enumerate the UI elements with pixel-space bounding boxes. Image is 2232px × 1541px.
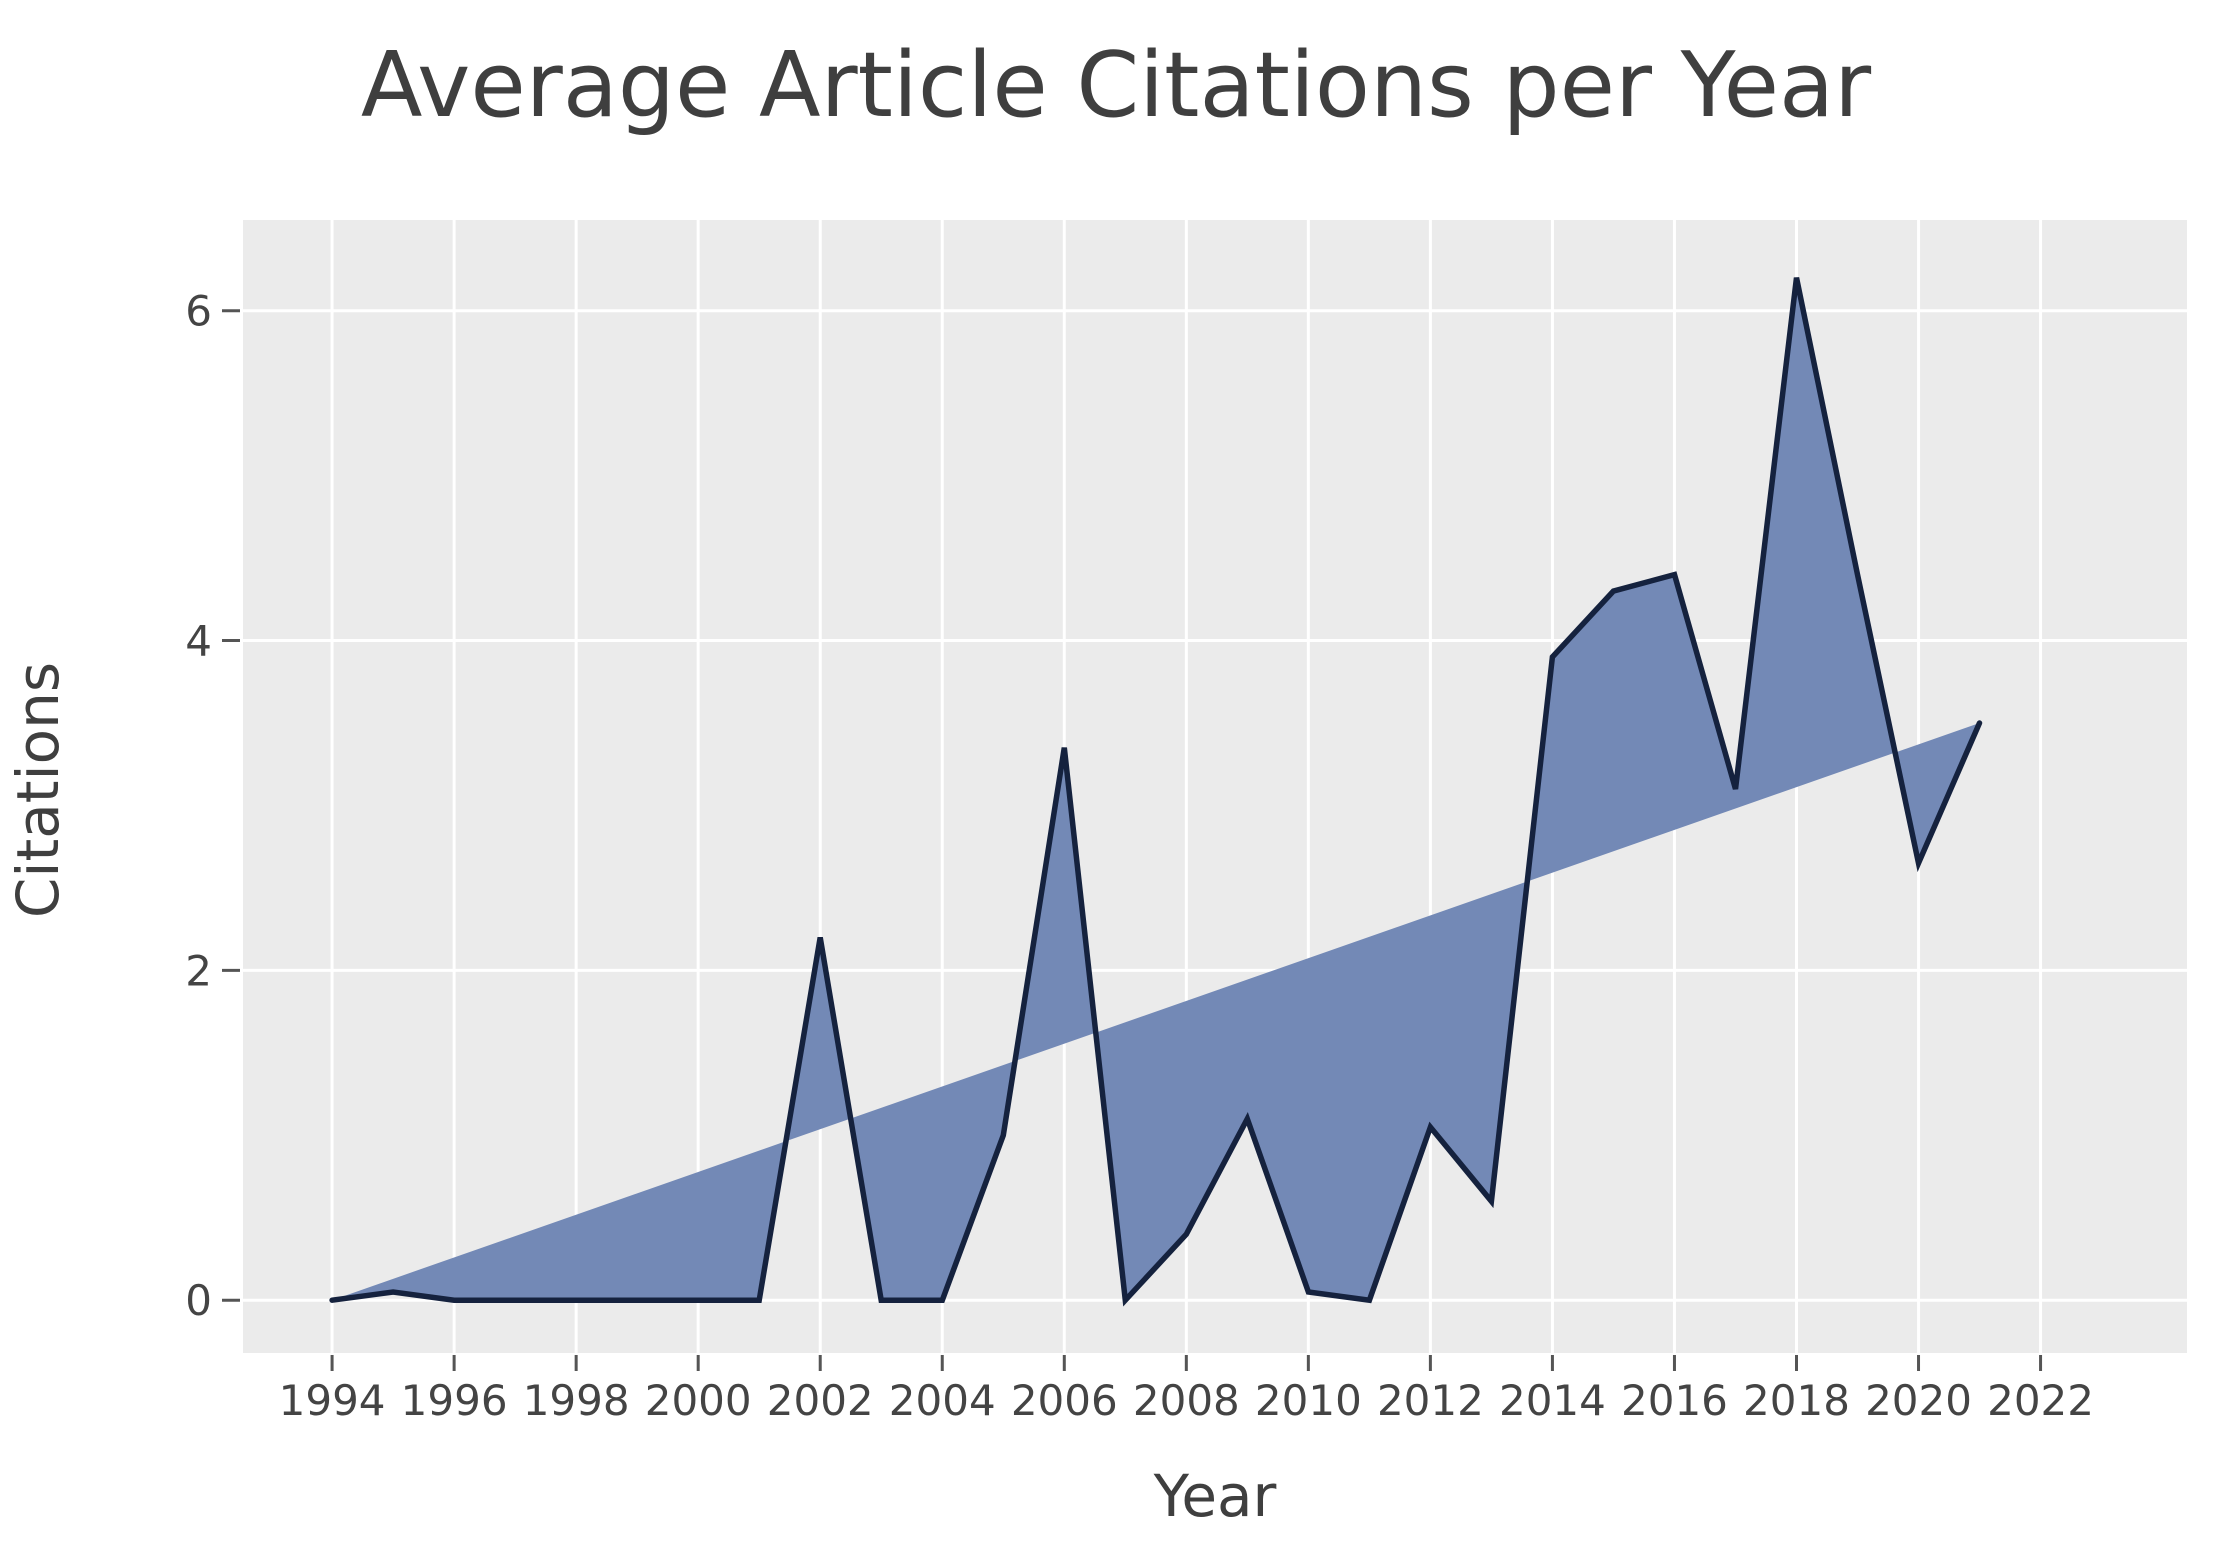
tick-labels: 1994 1996 1998 2000 2002 2004 2006 2008 2010 2012… xyxy=(185,287,2094,1425)
x-tick-label: 2014 xyxy=(1499,1376,1606,1425)
citations-line xyxy=(329,277,1983,1307)
x-tick-label: 2020 xyxy=(1865,1376,1972,1425)
y-tick-label: 6 xyxy=(185,287,212,336)
x-tick-label: 1998 xyxy=(523,1376,630,1425)
axis-ticks xyxy=(222,309,2043,1371)
x-tick-label: 2016 xyxy=(1621,1376,1728,1425)
x-tick-label: 2010 xyxy=(1255,1376,1362,1425)
chart-title: Average Article Citations per Year xyxy=(361,33,1871,138)
x-tick-label: 2008 xyxy=(1133,1376,1240,1425)
x-tick-label: 2022 xyxy=(1987,1376,2094,1425)
x-tick-label: 1994 xyxy=(279,1376,386,1425)
y-tick-label: 0 xyxy=(185,1276,212,1325)
y-axis-label: Citations xyxy=(4,662,72,918)
x-tick-label: 2000 xyxy=(645,1376,752,1425)
x-tick-label: 2002 xyxy=(767,1376,874,1425)
series-group xyxy=(329,277,1983,1307)
x-tick-label: 2004 xyxy=(889,1376,996,1425)
x-tick-label: 1996 xyxy=(401,1376,508,1425)
y-tick-label: 4 xyxy=(185,617,212,666)
x-tick-label: 2006 xyxy=(1011,1376,1118,1425)
x-axis-label: Year xyxy=(1153,1462,1277,1530)
y-tick-label: 2 xyxy=(185,946,212,995)
x-tick-label: 2018 xyxy=(1743,1376,1850,1425)
x-tick-label: 2012 xyxy=(1377,1376,1484,1425)
